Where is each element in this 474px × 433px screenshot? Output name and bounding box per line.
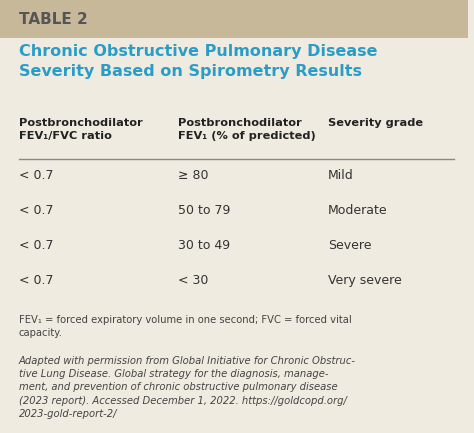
- Text: Chronic Obstructive Pulmonary Disease
Severity Based on Spirometry Results: Chronic Obstructive Pulmonary Disease Se…: [19, 45, 377, 79]
- Text: Severe: Severe: [328, 239, 371, 252]
- FancyBboxPatch shape: [0, 0, 468, 38]
- Text: Postbronchodilator
FEV₁ (% of predicted): Postbronchodilator FEV₁ (% of predicted): [178, 118, 316, 141]
- Text: FEV₁ = forced expiratory volume in one second; FVC = forced vital
capacity.: FEV₁ = forced expiratory volume in one s…: [19, 315, 352, 338]
- Text: 30 to 49: 30 to 49: [178, 239, 230, 252]
- Text: Postbronchodilator
FEV₁/FVC ratio: Postbronchodilator FEV₁/FVC ratio: [19, 118, 143, 141]
- Text: Very severe: Very severe: [328, 275, 401, 288]
- Text: Severity grade: Severity grade: [328, 118, 423, 129]
- Text: < 0.7: < 0.7: [19, 239, 53, 252]
- Text: ≥ 80: ≥ 80: [178, 169, 209, 182]
- Text: Mild: Mild: [328, 169, 354, 182]
- Text: TABLE 2: TABLE 2: [19, 12, 88, 26]
- Text: Moderate: Moderate: [328, 204, 387, 217]
- Text: < 30: < 30: [178, 275, 208, 288]
- Text: < 0.7: < 0.7: [19, 275, 53, 288]
- Text: Adapted with permission from Global Initiative for Chronic Obstruc-
tive Lung Di: Adapted with permission from Global Init…: [19, 356, 355, 419]
- Text: < 0.7: < 0.7: [19, 204, 53, 217]
- Text: 50 to 79: 50 to 79: [178, 204, 230, 217]
- Text: < 0.7: < 0.7: [19, 169, 53, 182]
